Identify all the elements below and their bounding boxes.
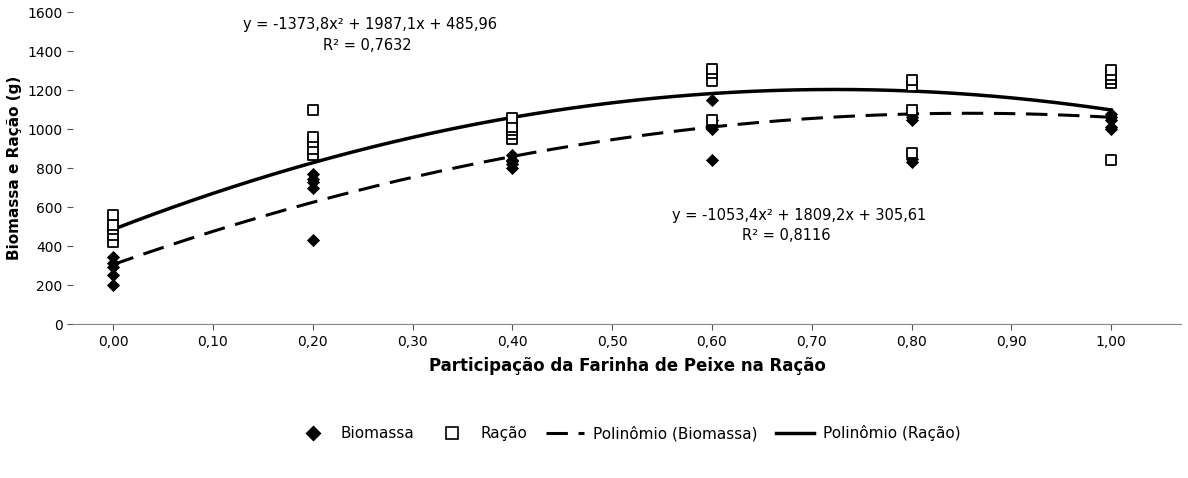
Point — [902, 159, 921, 166]
Point — [103, 253, 122, 261]
Point — [103, 263, 122, 271]
Point — [103, 225, 122, 232]
Point — [303, 138, 322, 146]
Point — [702, 157, 721, 164]
Point — [1101, 71, 1120, 78]
Point — [702, 96, 721, 104]
Point — [303, 170, 322, 178]
Point — [103, 221, 122, 228]
Point — [103, 259, 122, 267]
Point — [103, 231, 122, 239]
Legend: Biomassa, Ração, Polinômio (Biomassa), Polinômio (Ração): Biomassa, Ração, Polinômio (Biomassa), P… — [287, 419, 967, 447]
Point — [303, 178, 322, 186]
Point — [303, 133, 322, 141]
Point — [503, 161, 522, 168]
Point — [1101, 116, 1120, 123]
Point — [702, 126, 721, 133]
Point — [303, 145, 322, 152]
Point — [702, 65, 721, 73]
Point — [303, 151, 322, 159]
Point — [902, 149, 921, 156]
Point — [503, 151, 522, 159]
Point — [503, 156, 522, 163]
Point — [1101, 79, 1120, 87]
Point — [902, 113, 921, 120]
Y-axis label: Biomassa e Ração (g): Biomassa e Ração (g) — [7, 76, 21, 261]
Text: R² = 0,8116: R² = 0,8116 — [741, 228, 830, 243]
Point — [1101, 157, 1120, 164]
Text: R² = 0,7632: R² = 0,7632 — [323, 38, 411, 53]
Point — [1101, 126, 1120, 133]
Point — [503, 158, 522, 165]
Point — [503, 127, 522, 134]
Point — [303, 106, 322, 114]
Point — [902, 106, 921, 114]
Point — [702, 116, 721, 123]
Point — [702, 69, 721, 76]
Point — [702, 121, 721, 129]
Point — [303, 184, 322, 192]
Point — [303, 175, 322, 183]
Point — [103, 272, 122, 279]
Point — [103, 211, 122, 219]
Point — [702, 77, 721, 85]
Point — [902, 83, 921, 90]
Point — [1101, 113, 1120, 120]
Point — [902, 155, 921, 163]
Point — [1101, 110, 1120, 118]
Point — [503, 130, 522, 138]
Point — [902, 76, 921, 84]
X-axis label: Participação da Farinha de Peixe na Ração: Participação da Farinha de Peixe na Raçã… — [429, 357, 826, 375]
Text: y = -1373,8x² + 1987,1x + 485,96: y = -1373,8x² + 1987,1x + 485,96 — [242, 17, 497, 32]
Point — [303, 237, 322, 244]
Point — [902, 116, 921, 123]
Point — [1101, 75, 1120, 83]
Text: y = -1053,4x² + 1809,2x + 305,61: y = -1053,4x² + 1809,2x + 305,61 — [672, 207, 927, 223]
Point — [103, 239, 122, 246]
Point — [103, 282, 122, 289]
Point — [503, 164, 522, 172]
Point — [1101, 66, 1120, 74]
Point — [1101, 123, 1120, 131]
Point — [503, 123, 522, 131]
Point — [503, 114, 522, 121]
Point — [503, 135, 522, 143]
Point — [702, 116, 721, 123]
